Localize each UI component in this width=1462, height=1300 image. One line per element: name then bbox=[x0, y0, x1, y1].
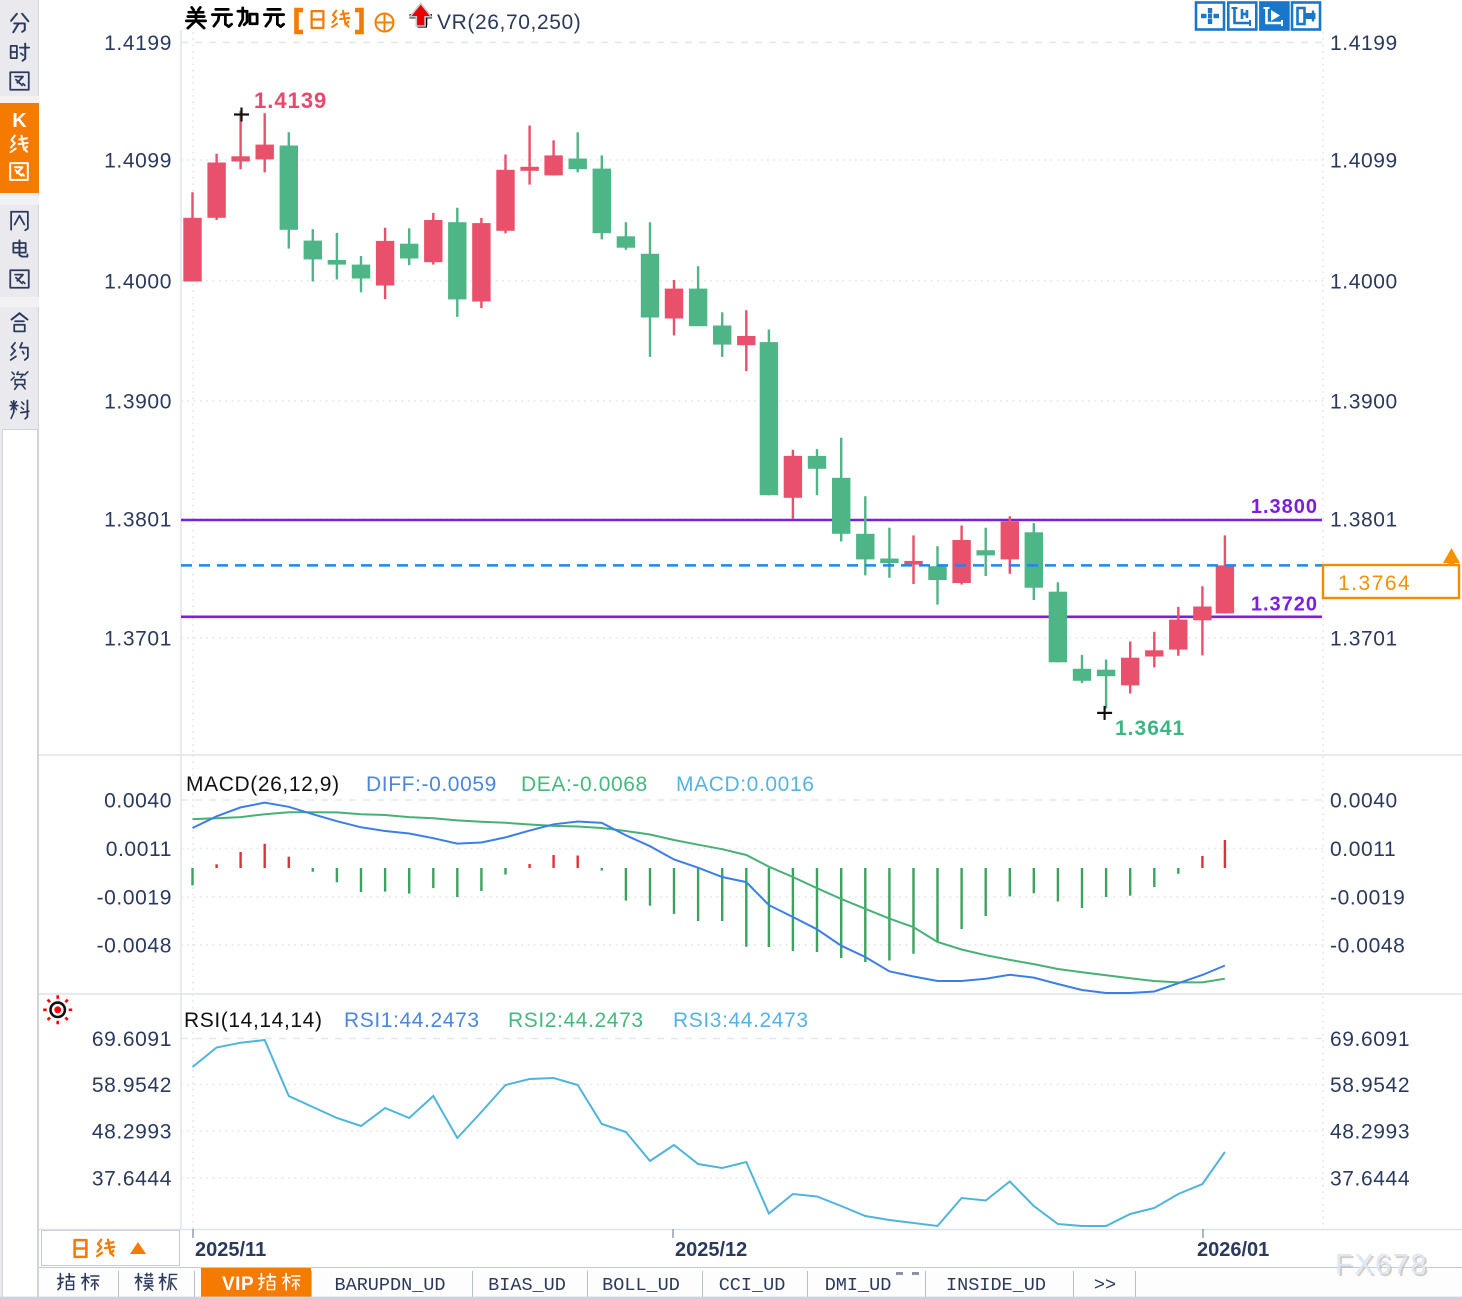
svg-text:RSI(14,14,14): RSI(14,14,14) bbox=[184, 1009, 323, 1032]
svg-text:>>: >> bbox=[1094, 1275, 1116, 1296]
svg-text:1.4199: 1.4199 bbox=[1330, 32, 1398, 55]
svg-text:58.9542: 58.9542 bbox=[1330, 1074, 1410, 1097]
svg-text:1.3801: 1.3801 bbox=[1330, 509, 1398, 532]
svg-text:RSI2:44.2473: RSI2:44.2473 bbox=[508, 1009, 644, 1032]
svg-text:1.4139: 1.4139 bbox=[254, 88, 327, 113]
svg-text:1.3800: 1.3800 bbox=[1251, 496, 1318, 518]
svg-text:69.6091: 69.6091 bbox=[1330, 1028, 1410, 1051]
svg-text:INSIDE_UD: INSIDE_UD bbox=[946, 1275, 1046, 1296]
svg-text:1.3720: 1.3720 bbox=[1251, 594, 1318, 616]
svg-text:37.6444: 37.6444 bbox=[1330, 1168, 1410, 1191]
svg-text:FX678: FX678 bbox=[1335, 1249, 1428, 1281]
svg-text:DEA:-0.0068: DEA:-0.0068 bbox=[521, 773, 648, 796]
svg-text:-0.0019: -0.0019 bbox=[1330, 887, 1405, 910]
svg-text:37.6444: 37.6444 bbox=[92, 1168, 172, 1191]
svg-text:BOLL_UD: BOLL_UD bbox=[602, 1275, 680, 1296]
svg-text:1.3801: 1.3801 bbox=[104, 509, 172, 532]
svg-text:1.3900: 1.3900 bbox=[104, 390, 172, 413]
svg-text:BIAS_UD: BIAS_UD bbox=[488, 1275, 566, 1296]
svg-text:1.4099: 1.4099 bbox=[1330, 150, 1398, 173]
svg-text:48.2993: 48.2993 bbox=[1330, 1121, 1410, 1144]
svg-text:0.0040: 0.0040 bbox=[104, 790, 172, 813]
svg-text:2026/01: 2026/01 bbox=[1197, 1239, 1269, 1261]
svg-text:DMI_UD: DMI_UD bbox=[825, 1275, 892, 1296]
svg-text:VIP: VIP bbox=[222, 1274, 254, 1295]
svg-text:1.3701: 1.3701 bbox=[1330, 627, 1398, 650]
svg-text:BARUPDN_UD: BARUPDN_UD bbox=[334, 1275, 445, 1296]
svg-text:1.4000: 1.4000 bbox=[1330, 270, 1398, 293]
svg-text:1.3641: 1.3641 bbox=[1115, 717, 1185, 740]
svg-text:69.6091: 69.6091 bbox=[92, 1028, 172, 1051]
svg-text:2025/12: 2025/12 bbox=[675, 1239, 747, 1261]
svg-text:0.0011: 0.0011 bbox=[106, 838, 172, 861]
svg-text:1.4199: 1.4199 bbox=[104, 32, 172, 55]
svg-text:0.0040: 0.0040 bbox=[1330, 790, 1398, 813]
svg-text:RSI3:44.2473: RSI3:44.2473 bbox=[673, 1009, 809, 1032]
svg-text:DIFF:-0.0059: DIFF:-0.0059 bbox=[366, 773, 497, 796]
svg-text:-0.0019: -0.0019 bbox=[97, 887, 172, 910]
svg-text:0.0011: 0.0011 bbox=[1330, 838, 1396, 861]
svg-text:1.3764: 1.3764 bbox=[1338, 572, 1411, 595]
svg-text:1.3701: 1.3701 bbox=[104, 627, 172, 650]
svg-text:1.4000: 1.4000 bbox=[104, 270, 172, 293]
svg-text:MACD(26,12,9): MACD(26,12,9) bbox=[186, 773, 340, 796]
svg-text:K: K bbox=[12, 110, 27, 132]
svg-text:RSI1:44.2473: RSI1:44.2473 bbox=[344, 1009, 480, 1032]
svg-text:58.9542: 58.9542 bbox=[92, 1074, 172, 1097]
svg-text:CCI_UD: CCI_UD bbox=[719, 1275, 786, 1296]
svg-text:FX678: FX678 bbox=[1337, 1251, 1430, 1283]
svg-text:1.3900: 1.3900 bbox=[1330, 390, 1398, 413]
svg-text:1.4099: 1.4099 bbox=[104, 150, 172, 173]
svg-text:-0.0048: -0.0048 bbox=[97, 934, 172, 957]
svg-text:2025/11: 2025/11 bbox=[195, 1239, 266, 1261]
svg-text:-0.0048: -0.0048 bbox=[1330, 934, 1405, 957]
svg-text:VR(26,70,250): VR(26,70,250) bbox=[437, 11, 581, 34]
svg-text:48.2993: 48.2993 bbox=[92, 1121, 172, 1144]
svg-text:MACD:0.0016: MACD:0.0016 bbox=[676, 773, 815, 796]
